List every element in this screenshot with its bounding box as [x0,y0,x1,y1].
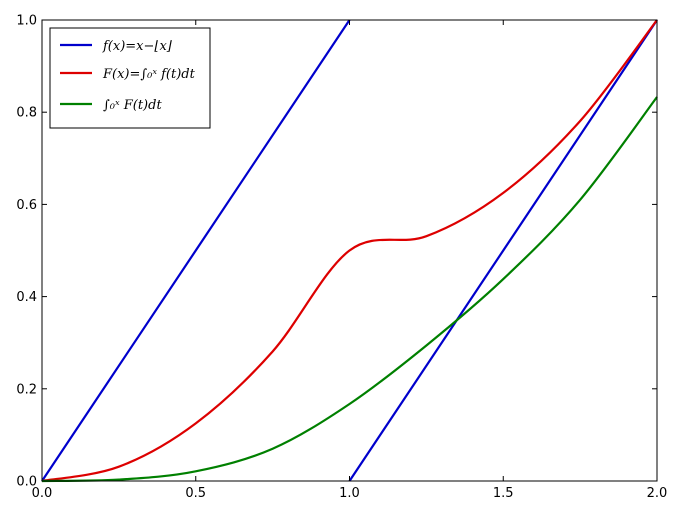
y-tick-label: 0.2 [16,382,37,397]
series-1-line-0 [41,19,658,483]
x-tick-label: 1.0 [339,486,360,501]
y-tick-label: 0.6 [16,198,37,213]
x-tick-label: 2.0 [647,486,668,501]
legend-label-2: ∫₀ˣ F(t)dt [103,98,162,113]
series-0-line-0 [41,19,351,482]
x-tick-label: 0.5 [185,486,206,501]
y-tick-label: 0.4 [16,290,37,305]
y-tick-label: 0.8 [16,106,37,121]
y-tick-label: 1.0 [16,14,37,29]
series-0-line-1 [348,19,658,482]
legend: f(x)=x−⌊x⌋ F(x)=∫₀ˣ f(t)dt ∫₀ˣ F(t)dt [49,27,211,129]
legend-label-0: f(x)=x−⌊x⌋ [102,39,173,54]
x-tick-label: 1.5 [493,486,514,501]
y-tick-label: 0.0 [16,475,37,490]
x-tick-label: 0.0 [32,486,53,501]
series-layer [41,19,658,483]
series-2-line-0 [41,96,658,483]
ticks-layer: 0.0 0.5 1.0 1.5 2.0 0.0 0.2 0.4 0.6 0.8 1.0 [16,14,667,502]
legend-label-1: F(x)=∫₀ˣ f(t)dt [102,67,196,82]
